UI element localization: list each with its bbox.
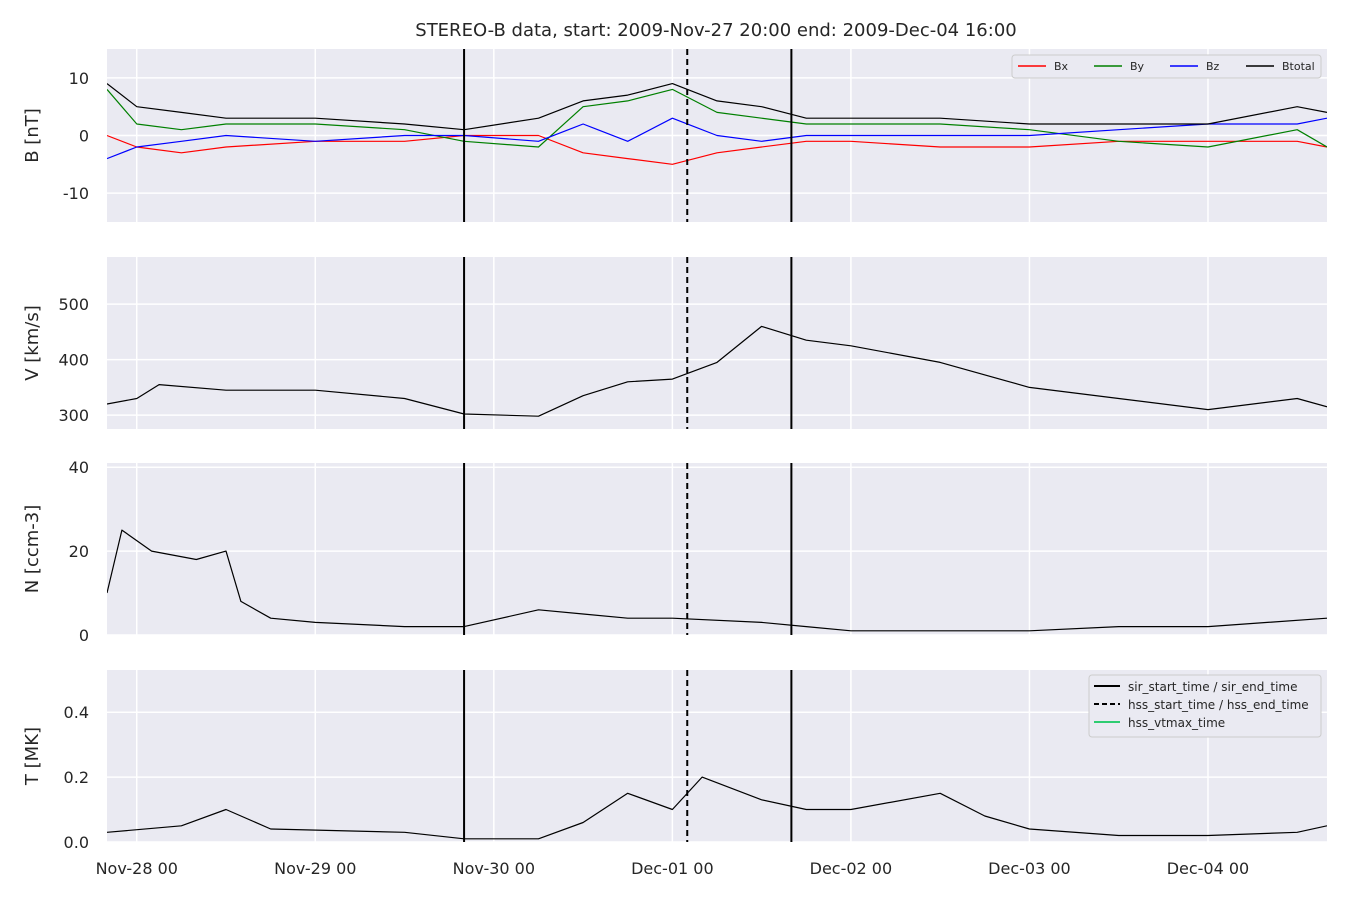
x-tick-label: Nov-30 00 (453, 859, 535, 878)
x-tick-label: Dec-04 00 (1167, 859, 1250, 878)
panel-background (107, 257, 1327, 429)
panel-data (107, 325, 1327, 417)
legend-label: sir_start_time / sir_end_time (1128, 680, 1298, 694)
legend-label: hss_vtmax_time (1128, 716, 1225, 730)
y-tick-label: 10 (69, 69, 89, 88)
legend-label: By (1130, 60, 1145, 73)
y-tick-label: 0 (79, 127, 89, 146)
y-tick-label: -10 (63, 184, 89, 203)
x-tick-label: Dec-03 00 (988, 859, 1071, 878)
panel-data (107, 82, 1327, 165)
panel-3: 0 20 40 N [ccm-3] (22, 458, 1327, 645)
x-tick-label: Dec-01 00 (631, 859, 714, 878)
panel-data (107, 776, 1327, 840)
legend-label: hss_start_time / hss_end_time (1128, 698, 1309, 712)
series-line-bz (107, 117, 1327, 160)
y-tick-label: 0.2 (64, 768, 89, 787)
legend-label: Btotal (1282, 60, 1315, 73)
event-legend: sir_start_time / sir_end_time hss_start_t… (1088, 674, 1322, 738)
panel-background (107, 463, 1327, 635)
panel-data (107, 529, 1327, 632)
chart-title: STEREO-B data, start: 2009-Nov-27 20:00 … (415, 20, 1016, 41)
panel-2: 300 400 500 V [km/s] (22, 257, 1327, 429)
x-tick-label: Nov-28 00 (96, 859, 178, 878)
y-tick-label: 40 (69, 458, 89, 477)
y-tick-label: 0.4 (64, 703, 89, 722)
y-axis-label: N [ccm-3] (22, 505, 43, 594)
y-tick-label: 0.0 (64, 833, 89, 852)
series-line-4 (107, 776, 1327, 840)
series-line-btotal (107, 82, 1327, 131)
series-legend: Bx By Bz Btotal (1011, 54, 1322, 79)
y-axis-label: B [nT] (22, 108, 43, 163)
legend-box (1088, 674, 1322, 738)
y-tick-label: 300 (58, 406, 89, 425)
x-tick-label: Nov-29 00 (274, 859, 356, 878)
series-line-by (107, 88, 1327, 148)
y-tick-label: 500 (58, 295, 89, 314)
legend-label: Bz (1206, 60, 1220, 73)
legend-box (1011, 54, 1322, 79)
legend-label: Bx (1054, 60, 1069, 73)
y-axis-label: V [km/s] (22, 305, 43, 380)
series-line-2 (107, 325, 1327, 417)
series-line-bx (107, 134, 1327, 165)
series-line-3 (107, 529, 1327, 632)
y-tick-label: 20 (69, 542, 89, 561)
x-tick-label: Dec-02 00 (810, 859, 893, 878)
y-axis-label: T [MK] (22, 727, 43, 786)
panel-1: -10 0 10 B [nT] Bx By Bz Btotal (22, 49, 1327, 222)
y-tick-label: 400 (58, 351, 89, 370)
y-tick-label: 0 (79, 626, 89, 645)
